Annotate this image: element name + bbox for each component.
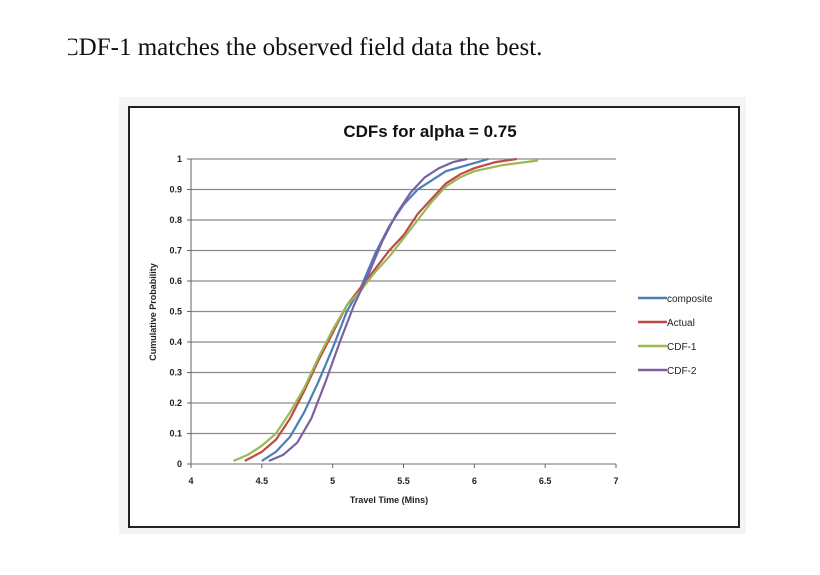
- y-tick-label: 0.9: [169, 185, 182, 195]
- series-line-cdf-2: [268, 157, 468, 462]
- legend-label: Actual: [667, 318, 695, 329]
- legend-label: CDF-1: [667, 342, 697, 353]
- y-axis-label: Cumulative Probability: [148, 263, 158, 361]
- x-tick-label: 4.5: [256, 476, 269, 486]
- x-tick-label: 5: [330, 476, 335, 486]
- series-line-composite: [261, 157, 489, 462]
- y-tick-label: 0.2: [169, 398, 182, 408]
- y-tick-label: 0.4: [169, 337, 182, 347]
- legend-label: composite: [667, 294, 713, 305]
- series-line-actual: [244, 157, 517, 462]
- x-tick-label: 5.5: [397, 476, 410, 486]
- y-tick-label: 0.7: [169, 246, 182, 256]
- y-tick-label: 0.3: [169, 368, 182, 378]
- y-tick-label: 0.6: [169, 276, 182, 286]
- caption-label: CDF-1 matches the observed field data th…: [68, 34, 543, 61]
- y-tick-label: 1: [177, 154, 182, 164]
- x-tick-label: 4: [188, 476, 193, 486]
- legend-label: CDF-2: [667, 366, 697, 377]
- y-tick-label: 0.1: [169, 429, 182, 439]
- x-tick-label: 6: [472, 476, 477, 486]
- y-tick-label: 0.8: [169, 215, 182, 225]
- series-line-cdf-1: [233, 159, 539, 462]
- x-axis-label: Travel Time (Mins): [350, 495, 428, 505]
- y-tick-label: 0.5: [169, 307, 182, 317]
- x-tick-label: 6.5: [539, 476, 552, 486]
- y-tick-label: 0: [177, 459, 182, 469]
- caption-text: CDF-1 matches the observed field data th…: [68, 34, 768, 68]
- x-tick-label: 7: [613, 476, 618, 486]
- chart-area: [128, 106, 740, 528]
- chart-title: CDFs for alpha = 0.75: [343, 122, 516, 141]
